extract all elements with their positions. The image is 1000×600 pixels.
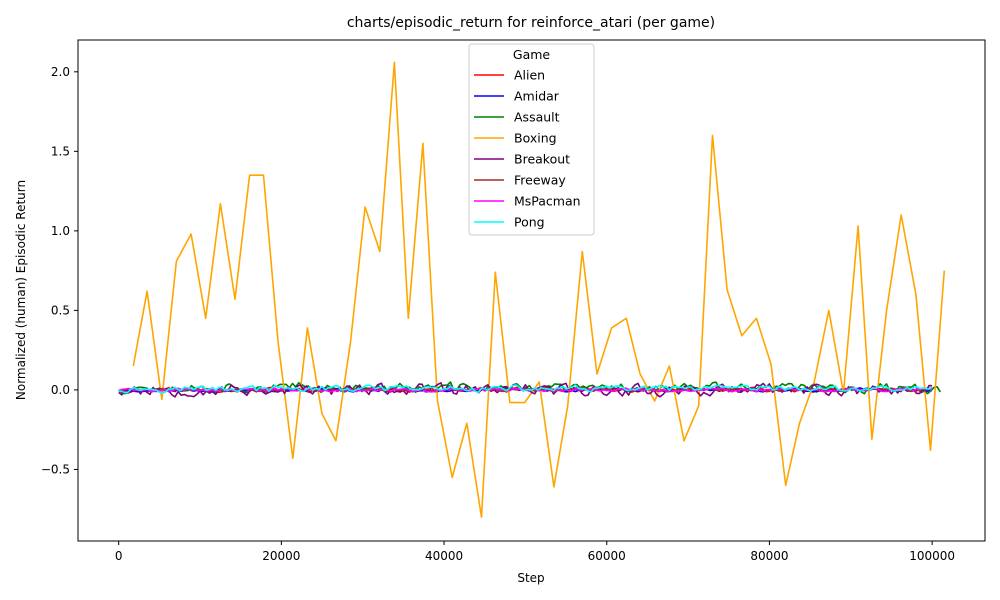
y-tick-label: 0.0 [51,383,70,397]
legend-label-boxing: Boxing [514,131,557,146]
x-axis: 0 20000 40000 60000 80000 100000 [115,541,955,563]
chart-title: charts/episodic_return for reinforce_ata… [347,15,715,31]
legend-label-pong: Pong [514,215,545,230]
legend-box [468,43,595,236]
y-axis: −0.5 0.0 0.5 1.0 1.5 2.0 [41,65,78,476]
x-tick-label: 60000 [588,549,626,563]
y-tick-label: −0.5 [41,462,70,476]
y-tick-label: 2.0 [51,65,70,79]
legend-title: Game [513,47,551,62]
legend-label-breakout: Breakout [514,152,570,167]
legend-label-alien: Alien [514,68,545,83]
legend-label-assault: Assault [514,110,560,125]
y-tick-label: 1.5 [51,144,70,158]
axes-frame [77,39,986,542]
legend: Game Alien Amidar Assault Boxing Breakout Free… [468,43,595,236]
x-tick-label: 100000 [909,549,955,563]
legend-label-mspacman: MsPacman [514,194,581,209]
series-line-boxing [132,61,946,518]
plot-area [118,61,946,518]
x-axis-label: Step [517,571,544,585]
legend-label-amidar: Amidar [514,89,560,104]
series-line-pong [118,384,933,394]
legend-label-freeway: Freeway [514,173,566,188]
y-axis-label: Normalized (human) Episodic Return [14,180,28,400]
series-lines [118,61,946,518]
x-tick-label: 40000 [425,549,463,563]
x-tick-label: 20000 [262,549,300,563]
y-tick-label: 0.5 [51,303,70,317]
x-tick-label: 80000 [750,549,788,563]
x-tick-label: 0 [115,549,123,563]
y-tick-label: 1.0 [51,224,70,238]
